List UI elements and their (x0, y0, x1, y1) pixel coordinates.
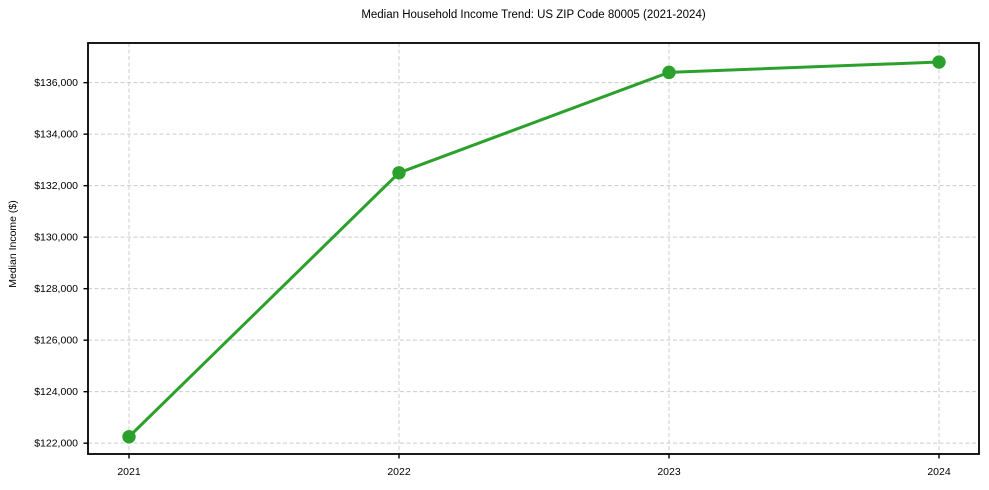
x-tick-label: 2022 (387, 466, 411, 478)
x-tick-label: 2024 (927, 466, 951, 478)
data-point-2022 (392, 166, 406, 180)
chart-title: Median Household Income Trend: US ZIP Co… (361, 9, 706, 21)
y-tick-label: $126,000 (34, 335, 78, 347)
data-point-2023 (662, 65, 676, 80)
plot-frame (87, 42, 980, 455)
data-point-2024 (932, 55, 946, 69)
x-tick-label: 2023 (657, 466, 681, 478)
data-point-2021 (122, 430, 136, 444)
y-tick-label: $124,000 (34, 386, 78, 398)
y-tick-label: $132,000 (34, 180, 78, 192)
y-tick-label: $122,000 (34, 438, 78, 450)
y-tick-label: $130,000 (34, 232, 78, 244)
y-tick-label: $134,000 (34, 129, 78, 141)
y-tick-label: $128,000 (34, 283, 78, 295)
y-axis-label: Median Income ($) (7, 200, 19, 288)
x-tick-label: 2021 (117, 466, 141, 478)
trend-line (127, 60, 941, 439)
y-tick-label: $136,000 (34, 77, 78, 89)
